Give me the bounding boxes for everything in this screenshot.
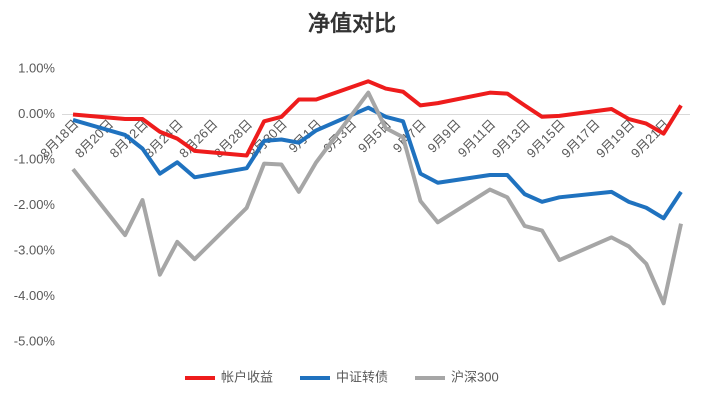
legend-label: 帐户收益 bbox=[221, 369, 273, 384]
y-tick-label: -2.00% bbox=[14, 197, 56, 212]
legend-label: 中证转债 bbox=[336, 369, 388, 384]
y-tick-label: 1.00% bbox=[18, 60, 55, 75]
x-tick-label: 9月5日 bbox=[355, 116, 394, 155]
series-line bbox=[72, 79, 683, 158]
y-tick-label: -1.00% bbox=[14, 151, 56, 166]
y-tick-label: -4.00% bbox=[14, 288, 56, 303]
series-line bbox=[72, 105, 683, 221]
y-tick-label: 0.00% bbox=[18, 106, 55, 121]
chart-title: 净值对比 bbox=[308, 11, 396, 36]
x-tick-label: 9月21日 bbox=[628, 116, 672, 160]
y-tick-label: -5.00% bbox=[14, 333, 56, 348]
series-line bbox=[71, 90, 683, 306]
y-tick-label: -3.00% bbox=[14, 242, 56, 257]
legend-label: 沪深300 bbox=[451, 369, 499, 384]
